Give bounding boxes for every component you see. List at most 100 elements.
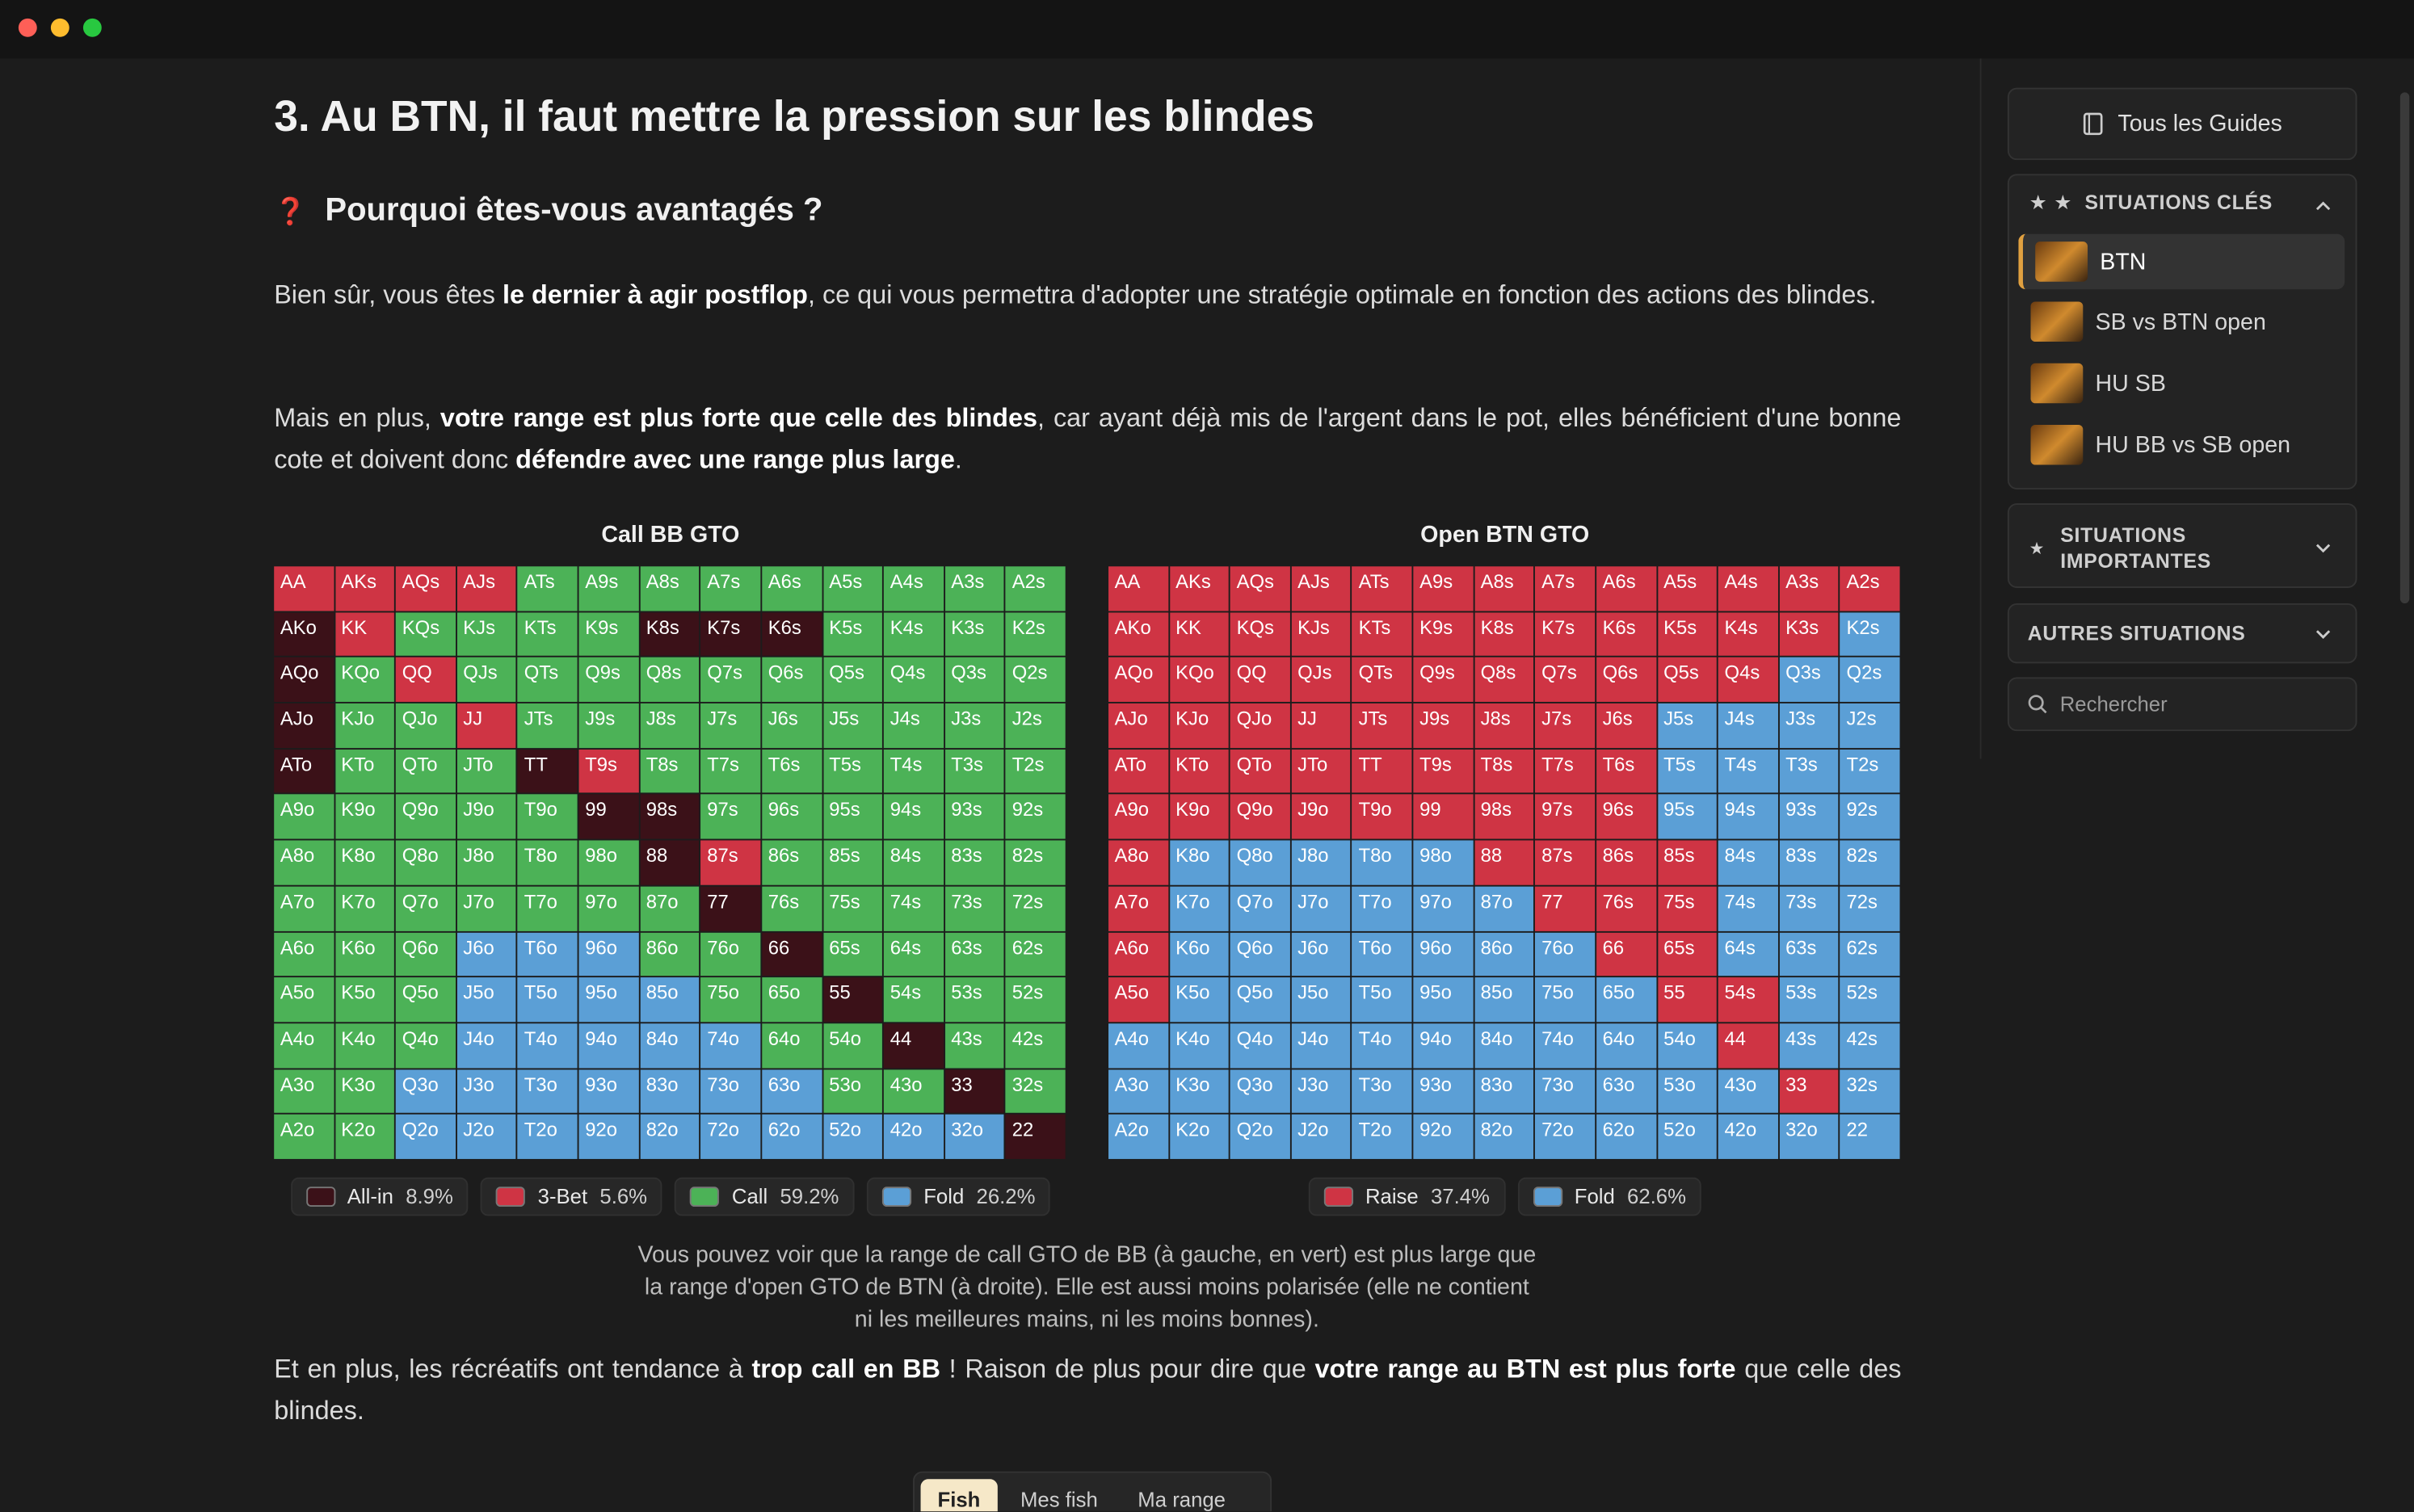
hand-cell: 73o <box>1535 1069 1596 1114</box>
hand-cell: K2s <box>1006 611 1066 657</box>
hand-cell: 96s <box>762 795 822 839</box>
caption-line: la range d'open GTO de BTN (à droite). E… <box>644 1274 1529 1301</box>
hand-cell: A9o <box>274 795 334 839</box>
hand-cell: A5s <box>822 566 883 611</box>
important-situations-panel[interactable] <box>2007 503 2357 588</box>
minimize-button[interactable] <box>50 18 69 37</box>
chevron-down[interactable] <box>2315 627 2331 642</box>
hand-cell: A5o <box>274 977 334 1023</box>
hand-cell: 43o <box>884 1069 944 1114</box>
item-label: HU BB vs SB open <box>2095 431 2291 458</box>
hand-cell: A7o <box>1108 886 1168 931</box>
hand-cell: J4s <box>884 703 944 748</box>
hand-cell: Q9s <box>578 657 639 703</box>
hand-cell: 66 <box>762 931 822 976</box>
legend-share: 26.2% <box>976 1185 1036 1208</box>
subtitle: ❓ Pourquoi êtes-vous avantagés ? <box>274 192 822 229</box>
hand-cell: AQs <box>396 566 456 611</box>
hand-cell: A8o <box>274 840 334 885</box>
situation-item[interactable]: HU BB vs SB open <box>2018 417 2345 472</box>
tab[interactable]: Ma range <box>1138 1487 1226 1511</box>
hand-cell: A2o <box>274 1115 334 1159</box>
hand-cell: K9o <box>334 795 395 839</box>
hand-cell: Q5s <box>1657 657 1718 703</box>
guides-button[interactable]: Tous les Guides <box>2007 87 2357 161</box>
hand-cell: 83s <box>944 840 1005 885</box>
hand-cell: ATs <box>1352 566 1412 611</box>
hand-cell: JTo <box>1291 749 1352 794</box>
hand-cell: AKo <box>274 611 334 657</box>
hand-cell: 74s <box>884 886 944 931</box>
section-header[interactable]: ★ ★ SITUATIONS CLÉS <box>2029 191 2273 215</box>
hand-cell: AKo <box>1108 611 1168 657</box>
chevron-down[interactable] <box>2315 540 2331 556</box>
hand-cell: 64o <box>762 1023 822 1068</box>
hand-cell: J5s <box>822 703 883 748</box>
hand-cell: Q5o <box>396 977 456 1023</box>
item-label: HU SB <box>2095 370 2166 397</box>
section-title: 3. Au BTN, il faut mettre la pression su… <box>274 92 1315 141</box>
hand-cell: J5o <box>456 977 517 1023</box>
hand-cell: 98s <box>640 795 700 839</box>
hand-cell: 96o <box>578 931 639 976</box>
caption-line: Vous pouvez voir que la range de call GT… <box>637 1241 1537 1269</box>
caption-line: ni les meilleures mains, ni les moins bo… <box>854 1306 1319 1334</box>
hand-cell: T8s <box>1474 749 1534 794</box>
hand-cell: K4s <box>884 611 944 657</box>
hand-cell: Q3o <box>396 1069 456 1114</box>
hand-cell: 72o <box>1535 1115 1596 1159</box>
zoom-button[interactable] <box>82 18 102 37</box>
situation-item[interactable]: BTN <box>2018 233 2345 290</box>
hand-cell: T2s <box>1006 749 1066 794</box>
hand-cell: A3s <box>944 566 1005 611</box>
tab-bar: Fish Mes fish Ma range <box>913 1471 1272 1512</box>
hand-cell: 53o <box>822 1069 883 1114</box>
tab[interactable]: Fish <box>920 1478 998 1512</box>
hand-cell: 94o <box>578 1023 639 1068</box>
hand-cell: KQs <box>396 611 456 657</box>
hand-cell: K5o <box>334 977 395 1023</box>
other-situations-panel[interactable] <box>2007 603 2357 664</box>
hand-cell: T5s <box>1657 749 1718 794</box>
hand-cell: 85s <box>1657 840 1718 885</box>
hand-cell: 85o <box>1474 977 1534 1023</box>
hand-cell: 87s <box>700 840 761 885</box>
hand-cell: J9o <box>456 795 517 839</box>
hand-cell: A8s <box>640 566 700 611</box>
hand-cell: KJo <box>1169 703 1230 748</box>
hand-cell: Q7s <box>1535 657 1596 703</box>
hand-cell: J3s <box>944 703 1005 748</box>
search-box[interactable]: Rechercher <box>2007 677 2357 732</box>
hand-cell: 54s <box>884 977 944 1023</box>
hand-cell: Q3s <box>1779 657 1840 703</box>
hand-cell: T3s <box>1779 749 1840 794</box>
hand-cell: 76o <box>1535 931 1596 976</box>
hand-cell: T2o <box>518 1115 578 1159</box>
hand-cell: A4o <box>274 1023 334 1068</box>
paragraph: Mais en plus, votre range est plus forte… <box>274 397 1901 481</box>
legend-label: Call <box>731 1185 768 1208</box>
close-button[interactable] <box>18 18 37 37</box>
section-title: SITUATIONS IMPORTANTES <box>2060 523 2212 573</box>
hand-cell: AQo <box>274 657 334 703</box>
emphasis: votre range au BTN est plus forte <box>1314 1354 1736 1384</box>
hand-cell: K3o <box>1169 1069 1230 1114</box>
text-run: . <box>954 444 962 474</box>
hand-cell: A4s <box>884 566 944 611</box>
hand-cell: K4o <box>1169 1023 1230 1068</box>
hand-cell: A5o <box>1108 977 1168 1023</box>
scrollbar[interactable] <box>2399 92 2410 603</box>
chevron-up[interactable] <box>2315 199 2331 214</box>
hand-cell: J4s <box>1718 703 1778 748</box>
situation-item[interactable]: HU SB <box>2018 355 2345 411</box>
hand-cell: T8s <box>640 749 700 794</box>
hand-cell: QJs <box>456 657 517 703</box>
hand-cell: Q5o <box>1230 977 1290 1023</box>
hand-cell: J7o <box>1291 886 1352 931</box>
hand-cell: T9s <box>578 749 639 794</box>
situation-item[interactable]: SB vs BTN open <box>2018 294 2345 350</box>
hand-cell: J6o <box>1291 931 1352 976</box>
text-run: ! Raison de plus pour dire que <box>940 1354 1315 1384</box>
tab[interactable]: Mes fish <box>1020 1487 1098 1511</box>
